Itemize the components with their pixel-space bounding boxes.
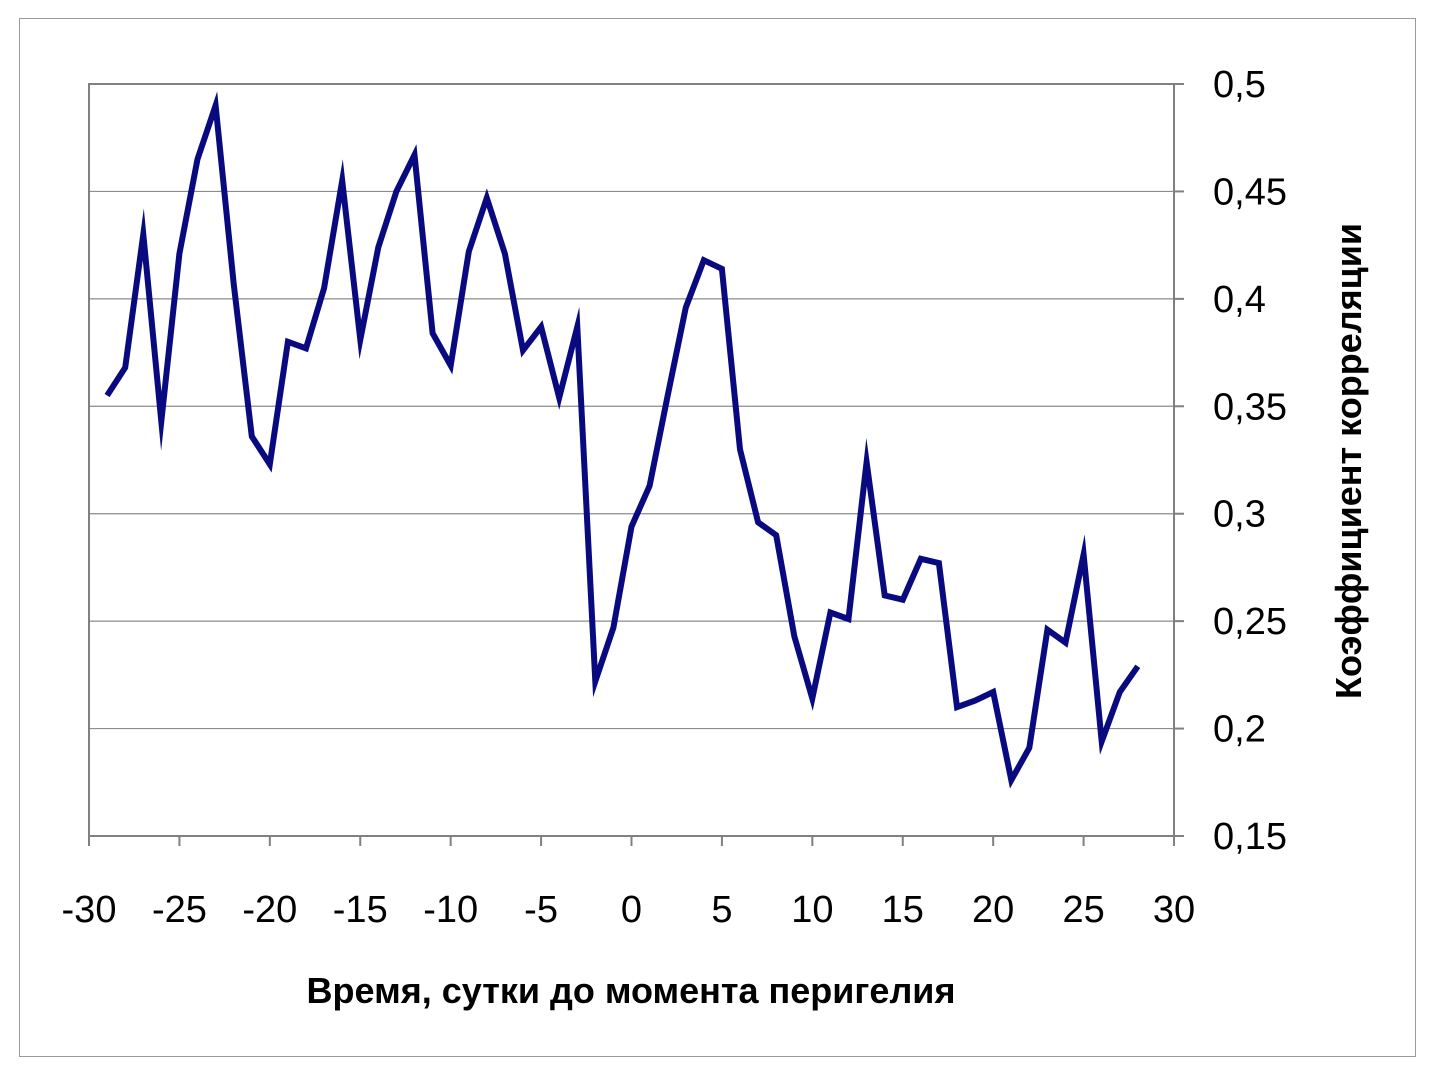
y-tick-label: 0,35 [1213,386,1287,428]
x-tick-label: 5 [711,889,732,931]
x-tick-label: -25 [152,889,207,931]
x-axis-title: Время, сутки до момента перигелия [307,970,956,1011]
x-tick-label: -15 [333,889,388,931]
y-tick-label: 0,25 [1213,601,1287,643]
y-tick-label: 0,45 [1213,171,1287,213]
y-tick-label: 0,2 [1213,709,1266,751]
y-tick-label: 0,15 [1213,816,1287,858]
plot-area [88,83,1175,837]
x-tick-label: 10 [791,889,833,931]
x-tick-label: 30 [1153,889,1195,931]
chart-frame [19,18,1416,1057]
y-tick-label: 0,5 [1213,64,1266,106]
x-tick-label: -30 [62,889,117,931]
series-group [104,91,1141,789]
y-tick-label: 0,3 [1213,494,1266,536]
y-axis-title: Коэффициент корреляции [1328,223,1369,699]
x-tick-label: -10 [423,889,478,931]
gridlines [89,190,1174,730]
x-tick-label: -20 [242,889,297,931]
y-axis: 0,15 0,2 0,25 0,3 0,35 0,4 0,45 0,5 [1174,64,1287,858]
x-tick-label: 20 [972,889,1014,931]
x-tick-label: 15 [882,889,924,931]
x-tick-label: -5 [524,889,558,931]
series-line [104,91,1141,789]
x-tick-label: 0 [621,889,642,931]
x-tick-label: 25 [1062,889,1104,931]
y-tick-label: 0,4 [1213,279,1266,321]
x-axis: -30 -25 -20 -15 -10 -5 0 5 10 15 20 25 30 [62,836,1195,931]
